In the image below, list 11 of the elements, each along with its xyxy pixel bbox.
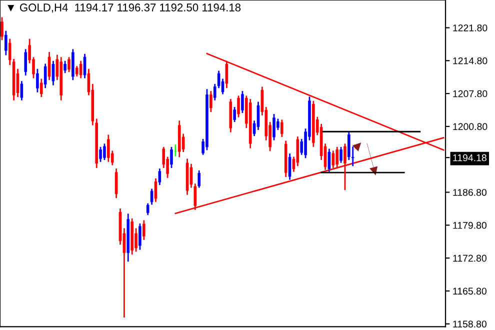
y-tick-label: 1179.80 bbox=[453, 222, 486, 229]
y-tick-label: 1194.18 bbox=[453, 154, 486, 162]
y-tick-label: 1221.80 bbox=[453, 24, 488, 32]
y-tick-label: 1207.80 bbox=[453, 90, 488, 98]
y-tick-label: 1186.80 bbox=[453, 188, 486, 196]
y-tick-label: 1172.80 bbox=[453, 254, 486, 262]
chart-title: ▼ GOLD,H4 1194.17 1196.37 1192.50 1194.18 bbox=[8, 4, 241, 13]
y-tick-label: 1200.80 bbox=[453, 123, 488, 130]
y-tick-label: 1214.80 bbox=[453, 57, 488, 64]
y-tick-label: 1158.80 bbox=[453, 320, 486, 328]
y-tick-label: 1165.80 bbox=[453, 288, 486, 295]
